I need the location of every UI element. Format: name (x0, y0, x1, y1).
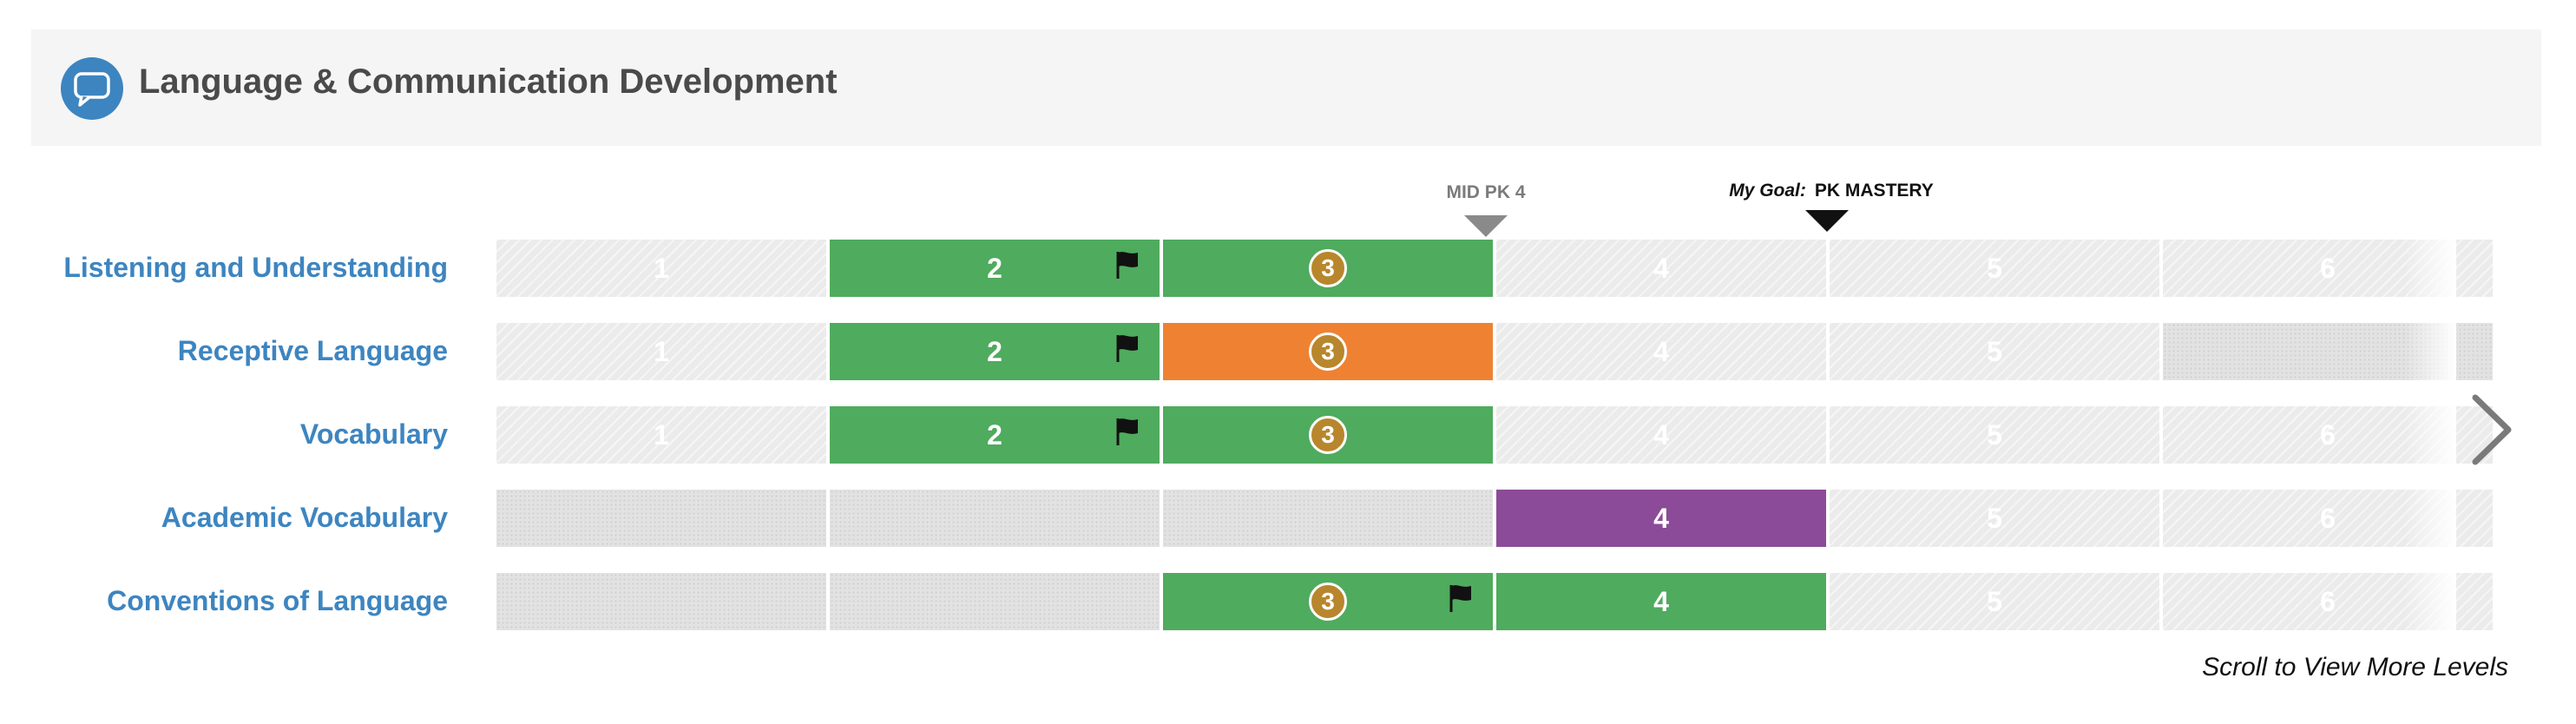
level-badge: 3 (1309, 332, 1347, 371)
level-number: 5 (1987, 418, 2002, 451)
level-cell[interactable]: 2 (830, 240, 1160, 297)
level-cell[interactable] (1163, 490, 1493, 547)
level-cell[interactable]: 1 (496, 323, 826, 380)
level-number: 4 (1653, 585, 1669, 617)
level-cell[interactable]: 3 (1163, 573, 1493, 630)
level-cell[interactable]: 4 (1496, 490, 1826, 547)
speech-bubble-icon (61, 57, 123, 120)
flag-icon (1448, 583, 1474, 613)
level-number: 4 (1653, 252, 1669, 284)
row-label[interactable]: Receptive Language (177, 335, 448, 366)
chevron-right-icon[interactable] (2465, 391, 2517, 469)
mid-pk-marker: MID PK 4 (1390, 182, 1581, 203)
goal-marker-triangle-icon (1805, 210, 1849, 232)
level-number: 5 (1987, 502, 2002, 534)
level-cell[interactable]: 1 (496, 406, 826, 464)
level-number: 5 (1987, 335, 2002, 367)
level-cell[interactable]: 3 (1163, 240, 1493, 297)
level-cell[interactable]: 3 (1163, 323, 1493, 380)
level-cell[interactable] (496, 573, 826, 630)
row-label[interactable]: Listening and Understanding (63, 252, 448, 283)
section-title: Language & Communication Development (139, 63, 838, 101)
level-cell[interactable]: 4 (1496, 573, 1826, 630)
level-cell[interactable]: 5 (1830, 240, 2159, 297)
mid-marker-triangle-icon (1464, 215, 1508, 237)
level-number: 6 (2320, 252, 2336, 284)
level-number: 6 (2320, 418, 2336, 451)
flag-icon (1114, 333, 1140, 363)
row-label[interactable]: Vocabulary (299, 418, 448, 450)
level-cell[interactable]: 2 (830, 406, 1160, 464)
row-label[interactable]: Conventions of Language (107, 585, 448, 616)
flag-icon (1114, 417, 1140, 446)
scroll-hint: Scroll to View More Levels (2202, 653, 2508, 681)
level-cell[interactable]: 2 (830, 323, 1160, 380)
level-number: 6 (2320, 585, 2336, 617)
level-cell[interactable] (830, 490, 1160, 547)
level-number: 4 (1653, 418, 1669, 451)
level-badge: 3 (1309, 416, 1347, 454)
level-number: 4 (1653, 335, 1669, 367)
level-cell[interactable]: 4 (1496, 323, 1826, 380)
level-cell[interactable] (496, 490, 826, 547)
level-number: 4 (1653, 502, 1669, 534)
level-number: 6 (2320, 502, 2336, 534)
level-cell[interactable]: 5 (1830, 406, 2159, 464)
level-number: 1 (654, 418, 669, 451)
level-cell[interactable]: 4 (1496, 406, 1826, 464)
scroll-fade (2404, 234, 2456, 642)
row-label[interactable]: Academic Vocabulary (161, 502, 448, 533)
level-cell[interactable]: 5 (1830, 490, 2159, 547)
level-cell[interactable]: 3 (1163, 406, 1493, 464)
section-header: Language & Communication Development (31, 30, 2541, 146)
level-number: 5 (1987, 252, 2002, 284)
goal-label: PK MASTERY (1814, 181, 1934, 201)
mid-marker-label: MID PK 4 (1446, 182, 1526, 202)
level-cell[interactable] (830, 573, 1160, 630)
level-badge: 3 (1309, 582, 1347, 621)
level-number: 1 (654, 335, 669, 367)
level-number: 2 (987, 252, 1002, 284)
level-cell[interactable]: 1 (496, 240, 826, 297)
level-cell[interactable]: 5 (1830, 323, 2159, 380)
level-number: 5 (1987, 585, 2002, 617)
goal-prefix: My Goal: (1729, 181, 1806, 201)
level-number: 1 (654, 252, 669, 284)
flag-icon (1114, 250, 1140, 280)
goal-marker: My Goal: PK MASTERY (1649, 181, 2014, 201)
level-cell[interactable]: 5 (1830, 573, 2159, 630)
level-cell[interactable]: 4 (1496, 240, 1826, 297)
level-number: 2 (987, 418, 1002, 451)
level-badge: 3 (1309, 249, 1347, 287)
level-number: 2 (987, 335, 1002, 367)
